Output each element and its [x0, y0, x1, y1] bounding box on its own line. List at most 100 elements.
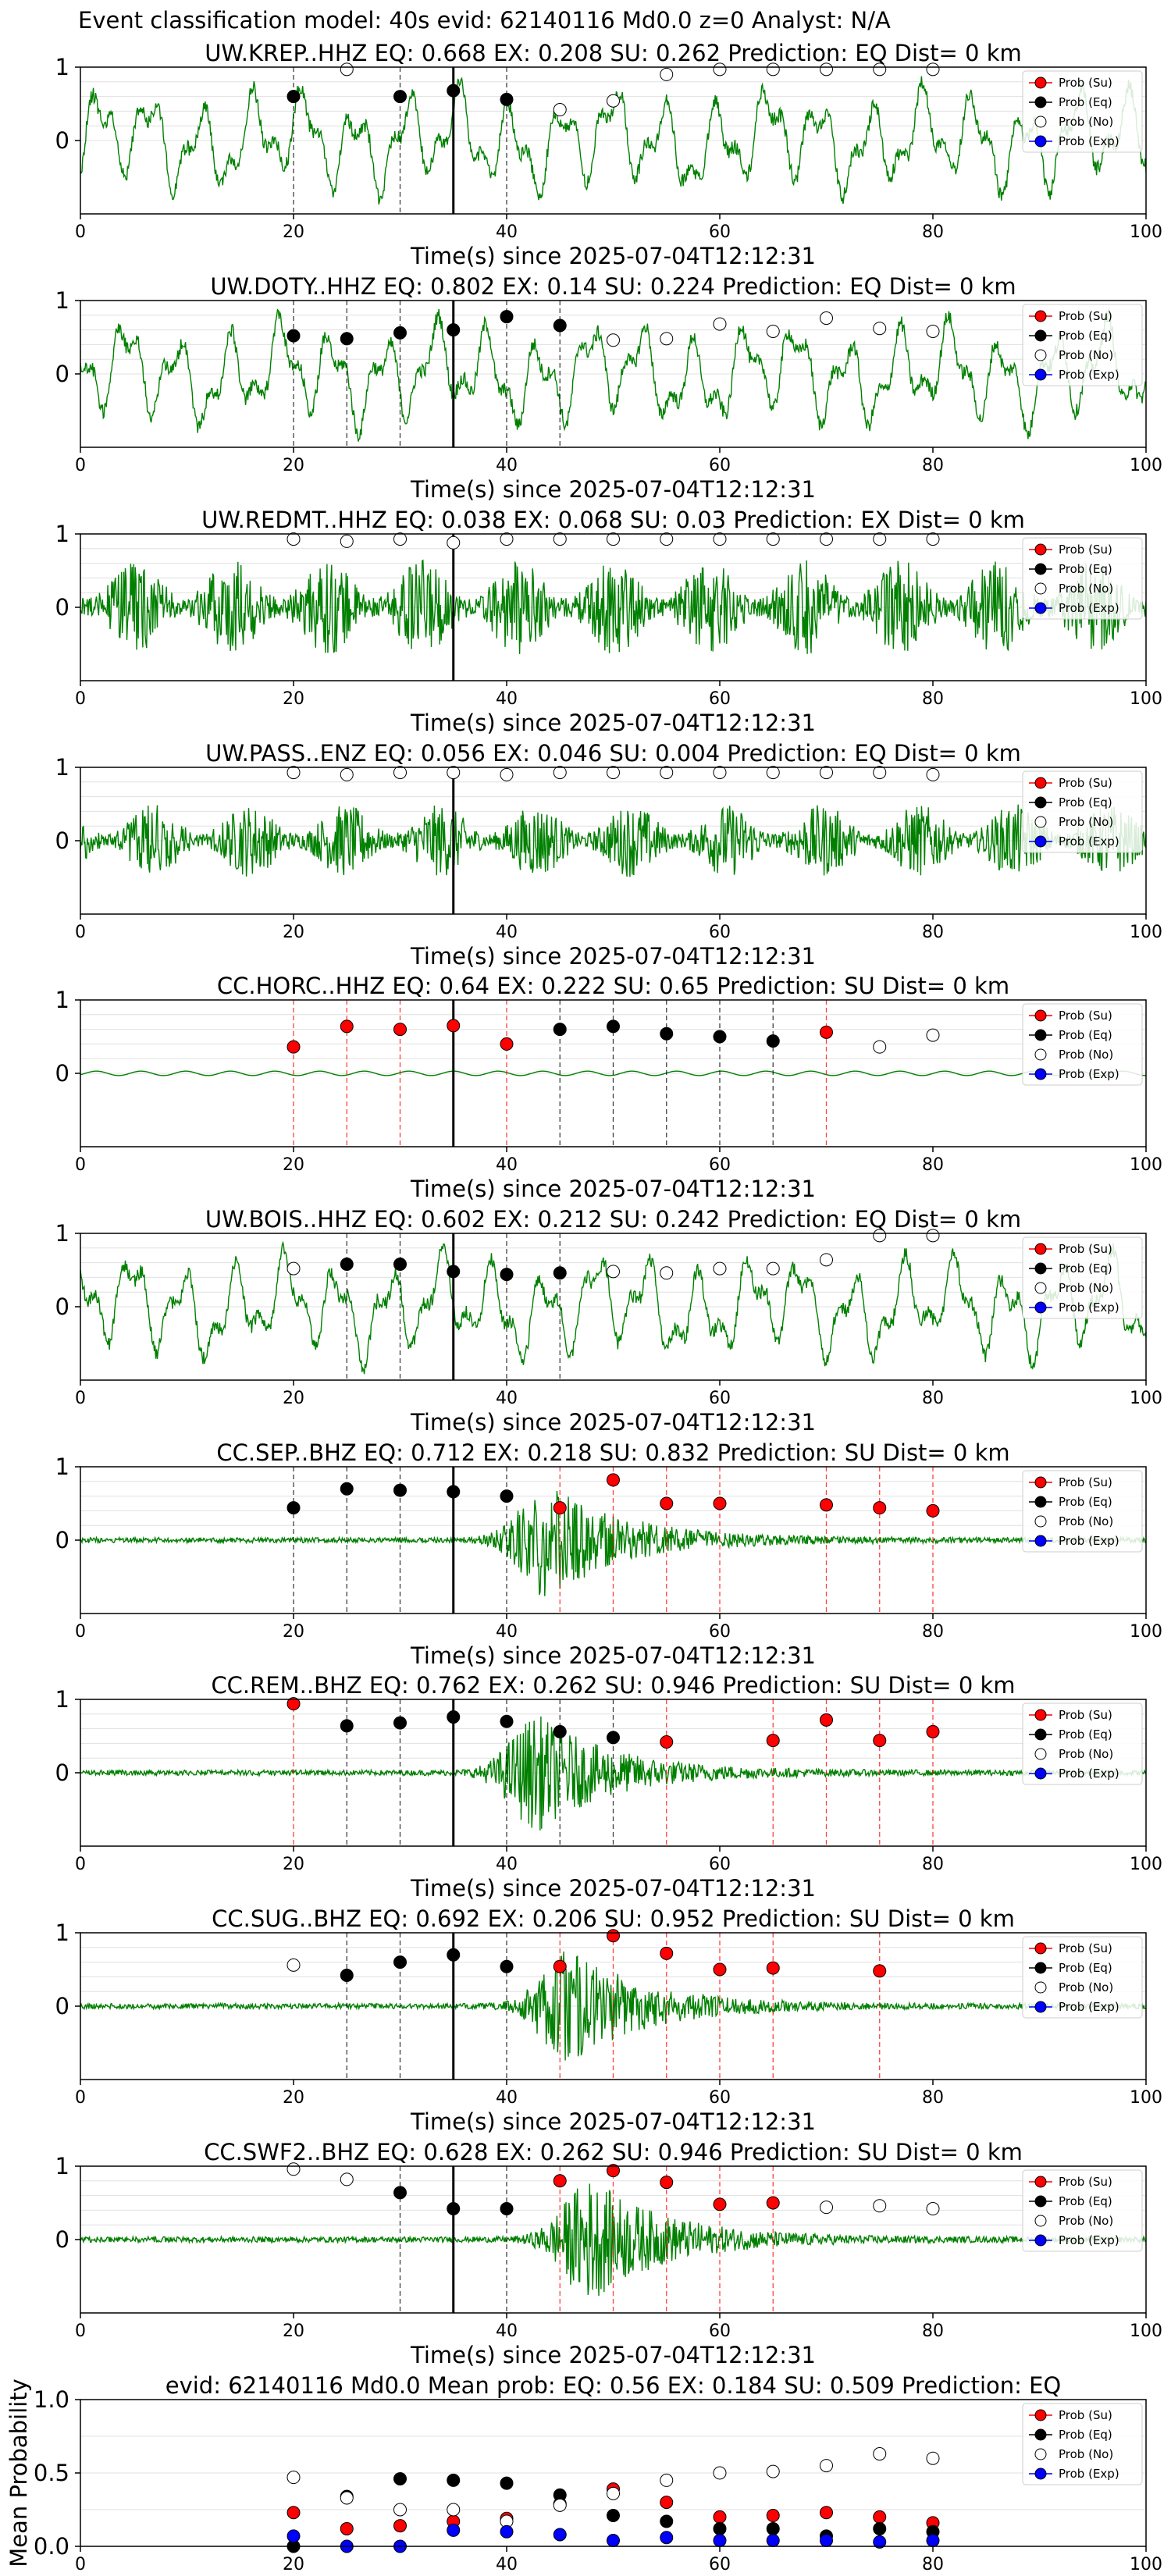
- prob-marker-su: [660, 2176, 674, 2190]
- legend-marker-exp: [1034, 1767, 1047, 1780]
- prob-marker-su: [873, 1964, 887, 1978]
- x-tick-label: 40: [496, 1855, 518, 1874]
- panel-title: CC.SEP..BHZ EQ: 0.712 EX: 0.218 SU: 0.83…: [216, 1439, 1009, 1466]
- panel-8: CC.REM..BHZ EQ: 0.762 EX: 0.262 SU: 0.94…: [55, 1672, 1162, 1902]
- prob-marker-no: [873, 532, 887, 546]
- prob-marker-eq: [393, 1257, 407, 1271]
- x-tick-label: 20: [283, 222, 304, 242]
- mean-marker-eq: [500, 2476, 514, 2490]
- prob-marker-no: [820, 2201, 833, 2215]
- legend-marker-no: [1034, 816, 1047, 828]
- panel-title: UW.BOIS..HHZ EQ: 0.602 EX: 0.212 SU: 0.2…: [205, 1206, 1021, 1233]
- x-tick-label: 20: [283, 1855, 304, 1874]
- prob-marker-eq: [287, 329, 301, 343]
- y-tick-label: 1: [55, 521, 69, 547]
- mean-marker-su: [287, 2506, 301, 2520]
- prob-marker-su: [713, 2197, 727, 2211]
- prob-marker-no: [287, 1261, 301, 1276]
- legend-marker-eq: [1034, 1262, 1047, 1275]
- y-tick-label: 1.0: [34, 2386, 69, 2413]
- y-tick-label: 0: [55, 361, 69, 387]
- prob-marker-su: [820, 1025, 833, 1039]
- x-tick-label: 60: [709, 923, 731, 942]
- mean-marker-no: [287, 2471, 301, 2485]
- x-tick-label: 100: [1130, 2088, 1162, 2108]
- x-tick-label: 40: [496, 1389, 518, 1408]
- prob-marker-eq: [660, 1026, 674, 1041]
- prob-marker-no: [873, 1040, 887, 1054]
- legend-marker-su: [1034, 2409, 1047, 2421]
- prob-marker-no: [713, 62, 727, 76]
- prob-marker-no: [926, 1028, 940, 1042]
- prob-marker-no: [607, 532, 620, 546]
- x-tick-label: 0: [75, 1155, 86, 1175]
- x-tick-label: 40: [496, 222, 518, 242]
- x-tick-label: 100: [1130, 2555, 1162, 2574]
- prob-marker-eq: [553, 1724, 567, 1738]
- legend-marker-no: [1034, 2215, 1047, 2227]
- legend-label-no: Prob (No): [1059, 1980, 1113, 1994]
- x-tick-label: 100: [1130, 222, 1162, 242]
- prob-marker-eq: [393, 1483, 407, 1497]
- mean-marker-no: [607, 2486, 620, 2500]
- legend-label-no: Prob (No): [1059, 815, 1113, 829]
- prob-marker-su: [287, 1697, 301, 1711]
- prob-marker-no: [766, 532, 780, 546]
- legend-marker-exp: [1034, 135, 1047, 148]
- legend-box: [1022, 2169, 1143, 2252]
- prob-marker-no: [766, 1261, 780, 1276]
- mean-marker-eq: [447, 2473, 461, 2487]
- x-tick-label: 100: [1130, 1155, 1162, 1175]
- prob-marker-su: [926, 1503, 940, 1517]
- x-tick-label: 20: [283, 1389, 304, 1408]
- prob-marker-no: [926, 767, 940, 781]
- waveform-trace: [80, 1240, 1146, 1375]
- x-tick-label: 80: [922, 1389, 944, 1408]
- mean-marker-su: [820, 2506, 833, 2520]
- legend-label-exp: Prob (Exp): [1059, 2467, 1119, 2481]
- legend-label-eq: Prob (Eq): [1059, 2194, 1112, 2208]
- legend-label-eq: Prob (Eq): [1059, 1727, 1112, 1742]
- prob-marker-no: [500, 767, 514, 781]
- legend-box: [1022, 2403, 1143, 2485]
- x-tick-label: 0: [75, 2088, 86, 2108]
- prob-marker-eq: [393, 1955, 407, 1969]
- legend-marker-su: [1034, 1476, 1047, 1489]
- x-tick-label: 20: [283, 2555, 304, 2574]
- y-tick-label: 1: [55, 1453, 69, 1480]
- prob-marker-su: [500, 1037, 514, 1051]
- y-tick-label: 0.5: [34, 2460, 69, 2486]
- prob-marker-no: [660, 1266, 674, 1280]
- legend-box: [1022, 1003, 1143, 1086]
- legend-label-eq: Prob (Eq): [1059, 795, 1112, 809]
- mean-marker-no: [926, 2451, 940, 2465]
- prob-marker-no: [553, 532, 567, 546]
- prob-marker-no: [820, 311, 833, 326]
- prob-marker-su: [553, 1959, 567, 1973]
- legend-marker-su: [1034, 310, 1047, 322]
- x-tick-label: 40: [496, 923, 518, 942]
- x-tick-label: 40: [496, 689, 518, 709]
- panel-title: evid: 62140116 Md0.0 Mean prob: EQ: 0.56…: [166, 2372, 1062, 2399]
- waveform-trace: [80, 804, 1146, 877]
- prob-marker-eq: [500, 1489, 514, 1503]
- prob-marker-eq: [393, 326, 407, 340]
- prob-marker-no: [340, 534, 354, 548]
- mean-marker-no: [447, 2503, 461, 2517]
- mean-marker-eq: [713, 2521, 727, 2535]
- legend-marker-no: [1034, 1981, 1047, 1994]
- legend-label-no: Prob (No): [1059, 1281, 1113, 1295]
- legend-label-eq: Prob (Eq): [1059, 329, 1112, 343]
- panel-7: CC.SEP..BHZ EQ: 0.712 EX: 0.218 SU: 0.83…: [55, 1439, 1162, 1669]
- x-tick-label: 0: [75, 222, 86, 242]
- x-tick-label: 40: [496, 2322, 518, 2341]
- x-tick-label: 40: [496, 1155, 518, 1175]
- legend-label-eq: Prob (Eq): [1059, 1961, 1112, 1975]
- y-tick-label: 0: [55, 2226, 69, 2253]
- mean-marker-eq: [873, 2521, 887, 2535]
- prob-marker-no: [287, 2162, 301, 2176]
- x-tick-label: 20: [283, 689, 304, 709]
- x-tick-label: 60: [709, 222, 731, 242]
- mean-marker-exp: [287, 2529, 301, 2543]
- y-tick-label: 1: [55, 2153, 69, 2179]
